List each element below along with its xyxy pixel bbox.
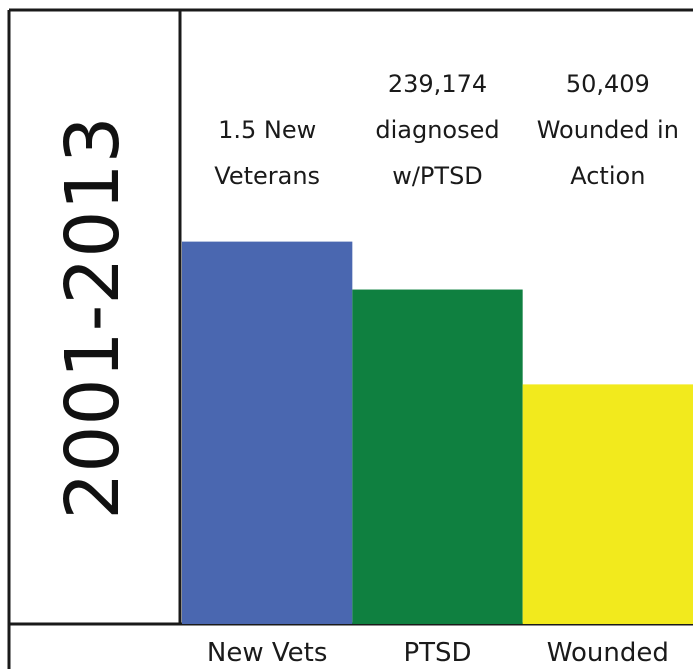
bar-labels: 1.5 New Veterans 239,174 diagnosed w/PTSD 50,…	[214, 70, 679, 190]
bars	[182, 241, 693, 624]
bar-label-line: w/PTSD	[392, 162, 483, 190]
bar-label-line: 239,174	[388, 70, 487, 98]
category-label: New Vets	[207, 638, 327, 668]
category-label: PTSD	[403, 638, 471, 668]
bar-label-line: Veterans	[214, 162, 320, 190]
category-labels: New Vets PTSD Wounded	[207, 638, 669, 668]
bar-wounded	[522, 384, 693, 624]
bar-label-line: 1.5 New	[218, 116, 316, 144]
bar-label-line: Wounded in	[537, 116, 679, 144]
period-label: 2001-2013	[50, 116, 136, 519]
bar-label-line: 50,409	[566, 70, 650, 98]
bar-label-line: Action	[570, 162, 645, 190]
bar-label-line: diagnosed	[375, 116, 499, 144]
category-label: Wounded	[547, 638, 669, 668]
bar-new-vets	[182, 241, 353, 624]
bar-ptsd	[352, 289, 523, 624]
